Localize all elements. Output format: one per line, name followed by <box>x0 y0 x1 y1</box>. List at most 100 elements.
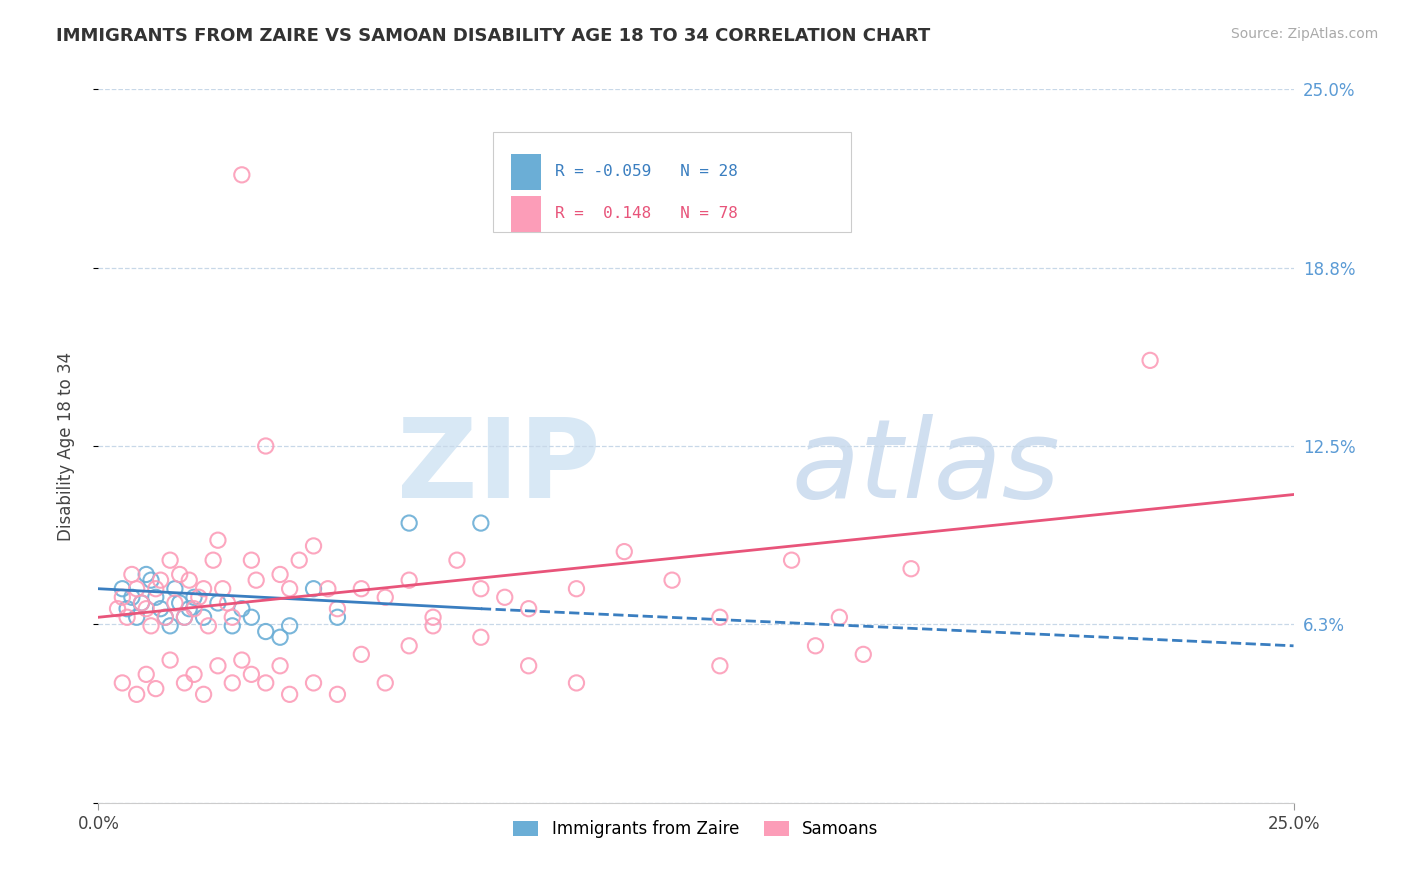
Point <box>254 624 277 639</box>
Text: R =  0.148   N = 78: R = 0.148 N = 78 <box>555 206 738 221</box>
Point <box>613 544 636 558</box>
Point <box>173 610 195 624</box>
Point <box>446 553 468 567</box>
Point <box>269 630 291 644</box>
Point <box>470 582 492 596</box>
Legend: Immigrants from Zaire, Samoans: Immigrants from Zaire, Samoans <box>506 814 886 845</box>
Point <box>278 619 301 633</box>
Point <box>278 687 301 701</box>
Point <box>121 567 143 582</box>
Point <box>245 573 267 587</box>
Point <box>197 619 219 633</box>
Point <box>131 596 153 610</box>
Point <box>494 591 516 605</box>
Point <box>254 676 277 690</box>
Point <box>288 553 311 567</box>
Point <box>107 601 129 615</box>
Point <box>173 676 195 690</box>
FancyBboxPatch shape <box>510 154 541 190</box>
Point <box>661 573 683 587</box>
Text: atlas: atlas <box>792 414 1060 521</box>
Point <box>159 619 181 633</box>
Point <box>131 596 153 610</box>
Y-axis label: Disability Age 18 to 34: Disability Age 18 to 34 <box>56 351 75 541</box>
Point <box>135 667 157 681</box>
Point <box>398 573 420 587</box>
Point <box>179 573 201 587</box>
Point <box>139 619 162 633</box>
Point <box>145 591 167 605</box>
Point <box>183 601 205 615</box>
Point <box>852 648 875 662</box>
Point <box>207 533 229 548</box>
Point <box>302 539 325 553</box>
Point <box>709 658 731 673</box>
Point <box>135 567 157 582</box>
FancyBboxPatch shape <box>494 132 852 232</box>
Point <box>470 516 492 530</box>
Point <box>183 667 205 681</box>
Point <box>221 610 243 624</box>
Point <box>422 610 444 624</box>
Point <box>155 610 177 624</box>
Point <box>183 591 205 605</box>
Point <box>828 610 851 624</box>
Point <box>121 591 143 605</box>
Point <box>254 439 277 453</box>
Point <box>149 601 172 615</box>
Point <box>231 168 253 182</box>
Point <box>900 562 922 576</box>
Point <box>211 582 233 596</box>
Point <box>709 610 731 624</box>
Point <box>125 687 148 701</box>
Point <box>269 658 291 673</box>
Point <box>517 658 540 673</box>
Point <box>217 596 239 610</box>
Point <box>207 658 229 673</box>
Point <box>398 639 420 653</box>
Point <box>111 591 134 605</box>
FancyBboxPatch shape <box>510 196 541 232</box>
Point <box>111 582 134 596</box>
Point <box>187 591 209 605</box>
Point <box>326 610 349 624</box>
Point <box>517 601 540 615</box>
Point <box>398 516 420 530</box>
Point <box>125 582 148 596</box>
Point <box>179 601 201 615</box>
Point <box>240 553 263 567</box>
Point <box>125 610 148 624</box>
Point <box>163 596 186 610</box>
Text: ZIP: ZIP <box>396 414 600 521</box>
Point <box>139 573 162 587</box>
Point <box>111 676 134 690</box>
Point <box>565 582 588 596</box>
Text: R = -0.059   N = 28: R = -0.059 N = 28 <box>555 164 738 179</box>
Point <box>470 630 492 644</box>
Point <box>326 687 349 701</box>
Point <box>231 601 253 615</box>
Point <box>316 582 339 596</box>
Point <box>115 601 138 615</box>
Point <box>155 610 177 624</box>
Point <box>350 648 373 662</box>
Text: IMMIGRANTS FROM ZAIRE VS SAMOAN DISABILITY AGE 18 TO 34 CORRELATION CHART: IMMIGRANTS FROM ZAIRE VS SAMOAN DISABILI… <box>56 27 931 45</box>
Text: Source: ZipAtlas.com: Source: ZipAtlas.com <box>1230 27 1378 41</box>
Point <box>269 567 291 582</box>
Point <box>374 676 396 690</box>
Point <box>302 582 325 596</box>
Point <box>422 619 444 633</box>
Point <box>202 553 225 567</box>
Point <box>565 676 588 690</box>
Point <box>231 653 253 667</box>
Point <box>149 573 172 587</box>
Point <box>326 601 349 615</box>
Point <box>350 582 373 596</box>
Point <box>145 582 167 596</box>
Point <box>145 681 167 696</box>
Point <box>173 610 195 624</box>
Point <box>159 553 181 567</box>
Point <box>804 639 827 653</box>
Point <box>135 601 157 615</box>
Point <box>302 676 325 690</box>
